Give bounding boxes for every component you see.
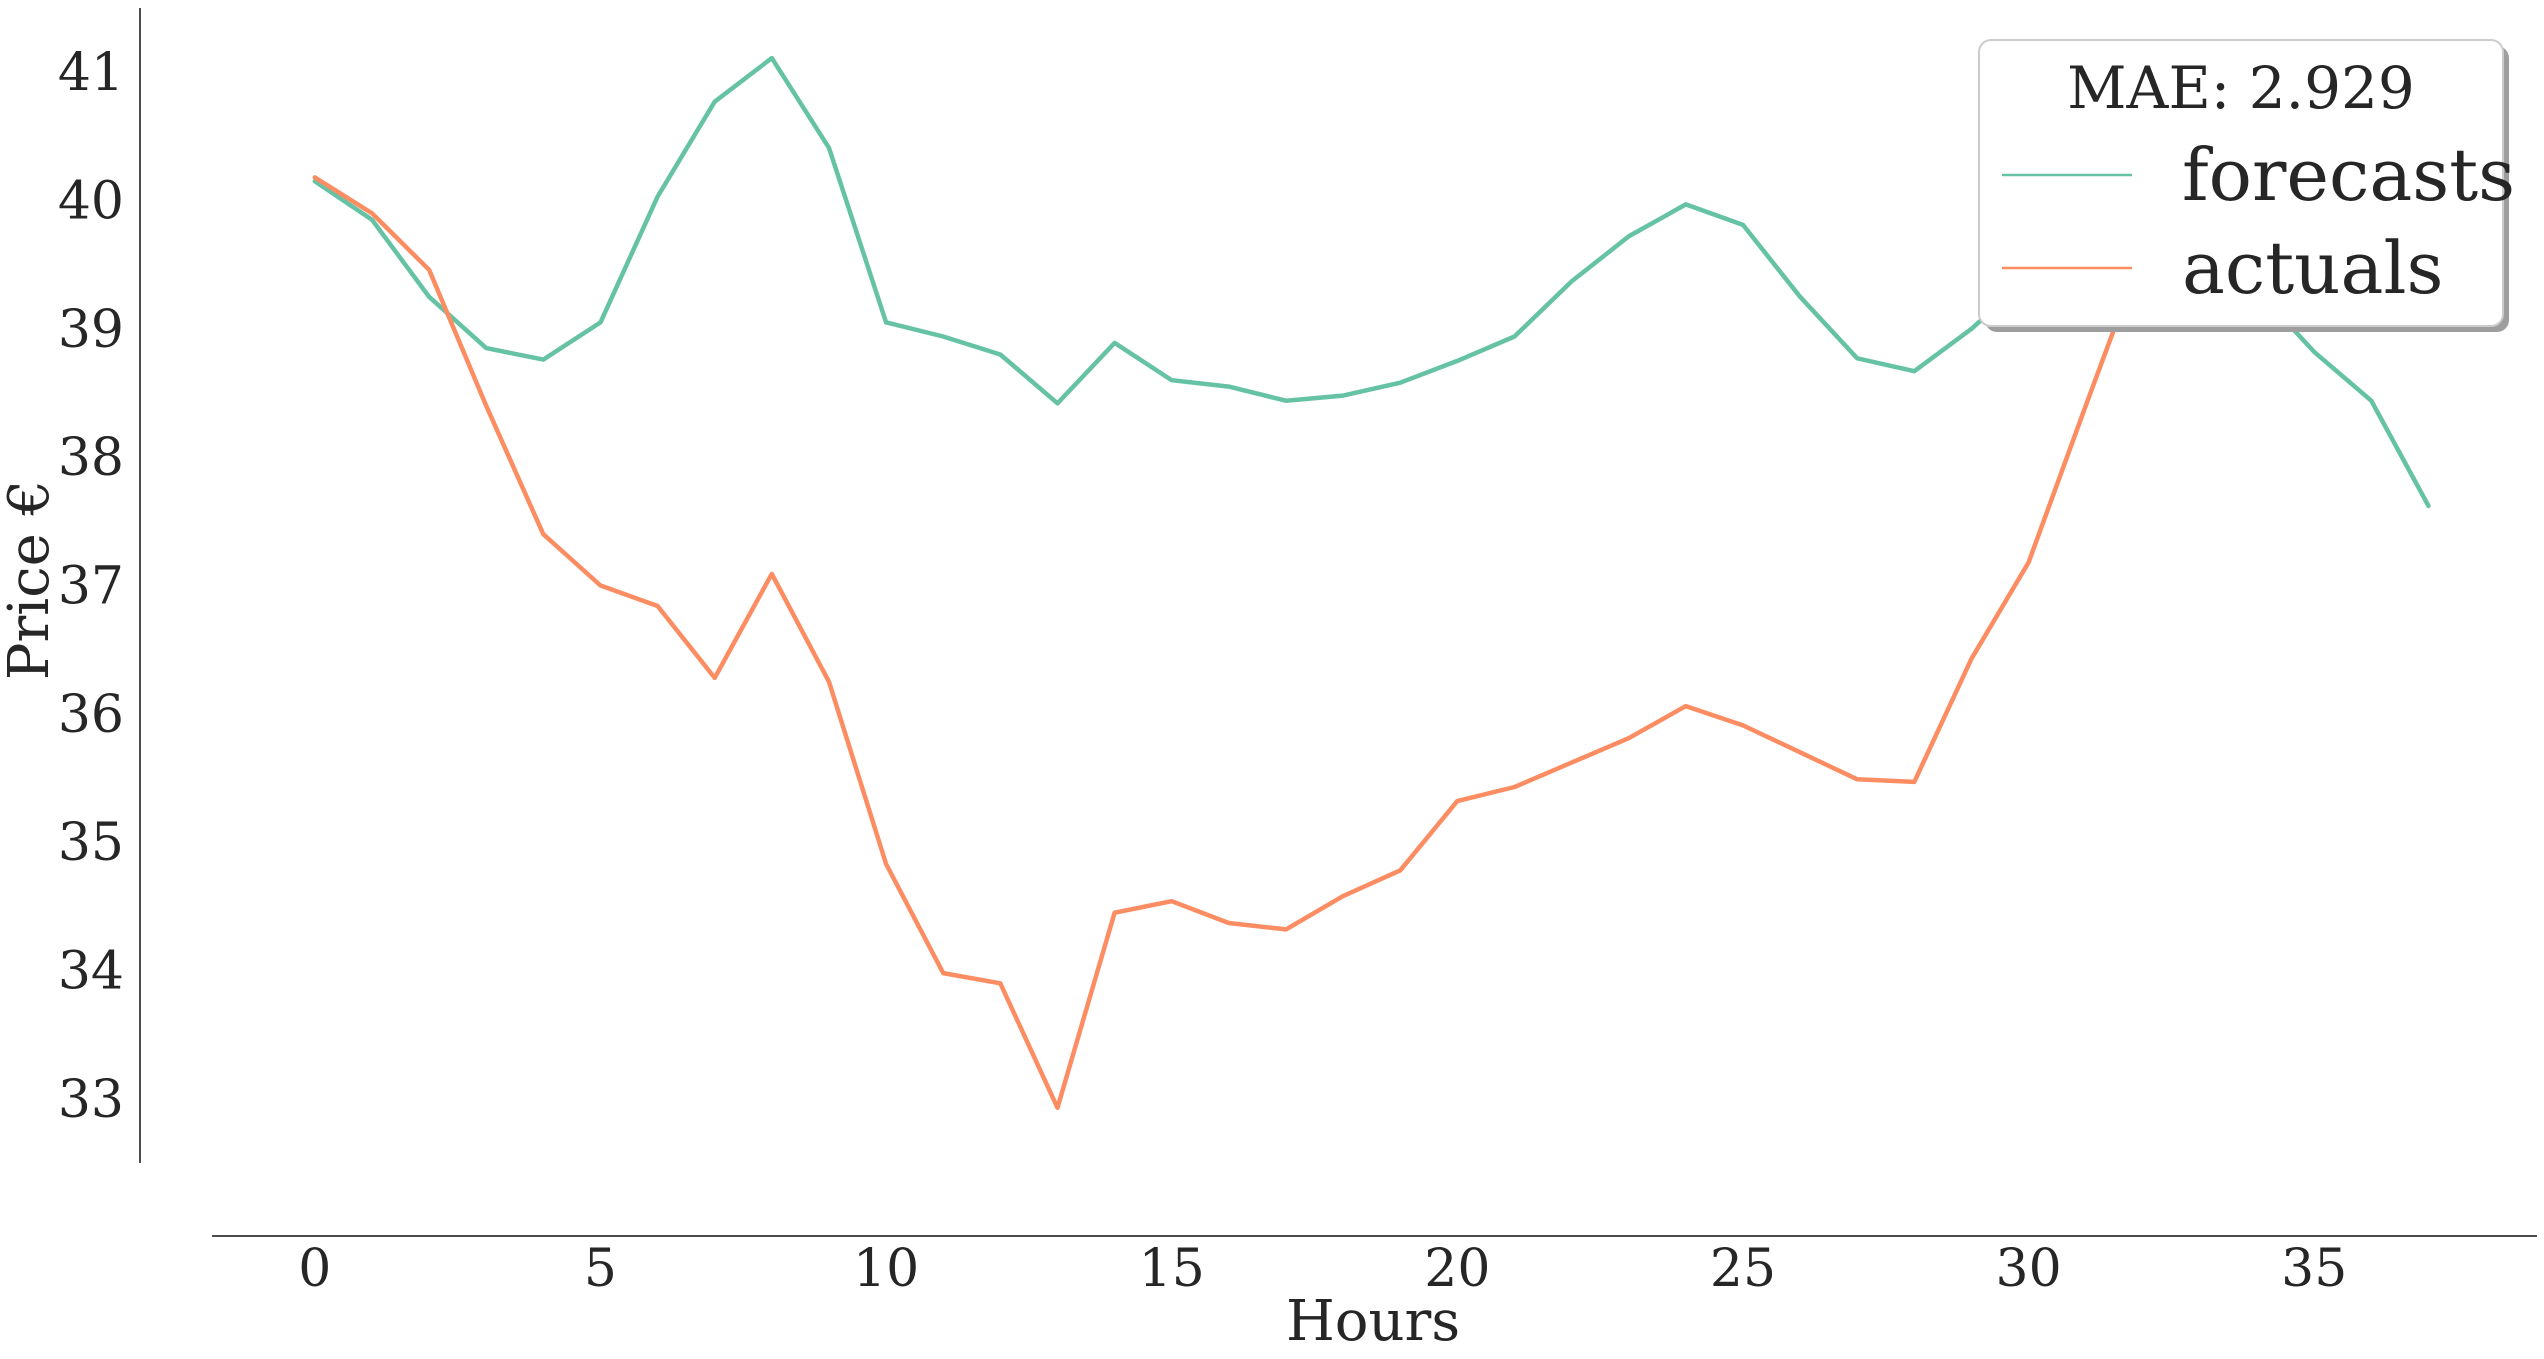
axes-spines [139, 8, 2537, 1237]
y-tick-label: 40 [58, 172, 124, 232]
y-tick-label: 35 [58, 813, 124, 873]
y-tick-label: 41 [58, 43, 124, 103]
x-tick-label: 10 [853, 1239, 919, 1299]
y-axis-ticks: 33 34 35 36 37 38 39 40 41 [58, 43, 124, 1130]
legend-box [1978, 39, 2504, 327]
y-tick-label: 37 [58, 557, 124, 617]
legend-title: MAE: 2.929 [2067, 54, 2415, 122]
legend-label-actuals: actuals [2182, 226, 2443, 310]
y-tick-label: 38 [58, 428, 124, 488]
x-tick-label: 0 [298, 1239, 331, 1299]
y-tick-label: 36 [58, 685, 124, 745]
x-tick-label: 35 [2281, 1239, 2347, 1299]
series-line-actuals [312, 172, 2431, 1111]
x-tick-label: 15 [1139, 1239, 1205, 1299]
y-tick-label: 34 [58, 942, 124, 1002]
y-axis-label: Price € [0, 480, 62, 680]
legend: MAE: 2.929 forecasts actuals [1978, 39, 2515, 332]
x-tick-label: 5 [584, 1239, 617, 1299]
y-tick-label: 33 [58, 1070, 124, 1130]
x-axis-ticks: 0 5 10 15 20 25 30 35 [298, 1239, 2347, 1299]
legend-label-forecasts: forecasts [2182, 133, 2515, 217]
y-tick-label: 39 [58, 300, 124, 360]
x-tick-label: 25 [1710, 1239, 1776, 1299]
x-tick-label: 30 [1995, 1239, 2061, 1299]
x-tick-label: 20 [1424, 1239, 1490, 1299]
x-axis-label: Hours [1286, 1289, 1460, 1354]
